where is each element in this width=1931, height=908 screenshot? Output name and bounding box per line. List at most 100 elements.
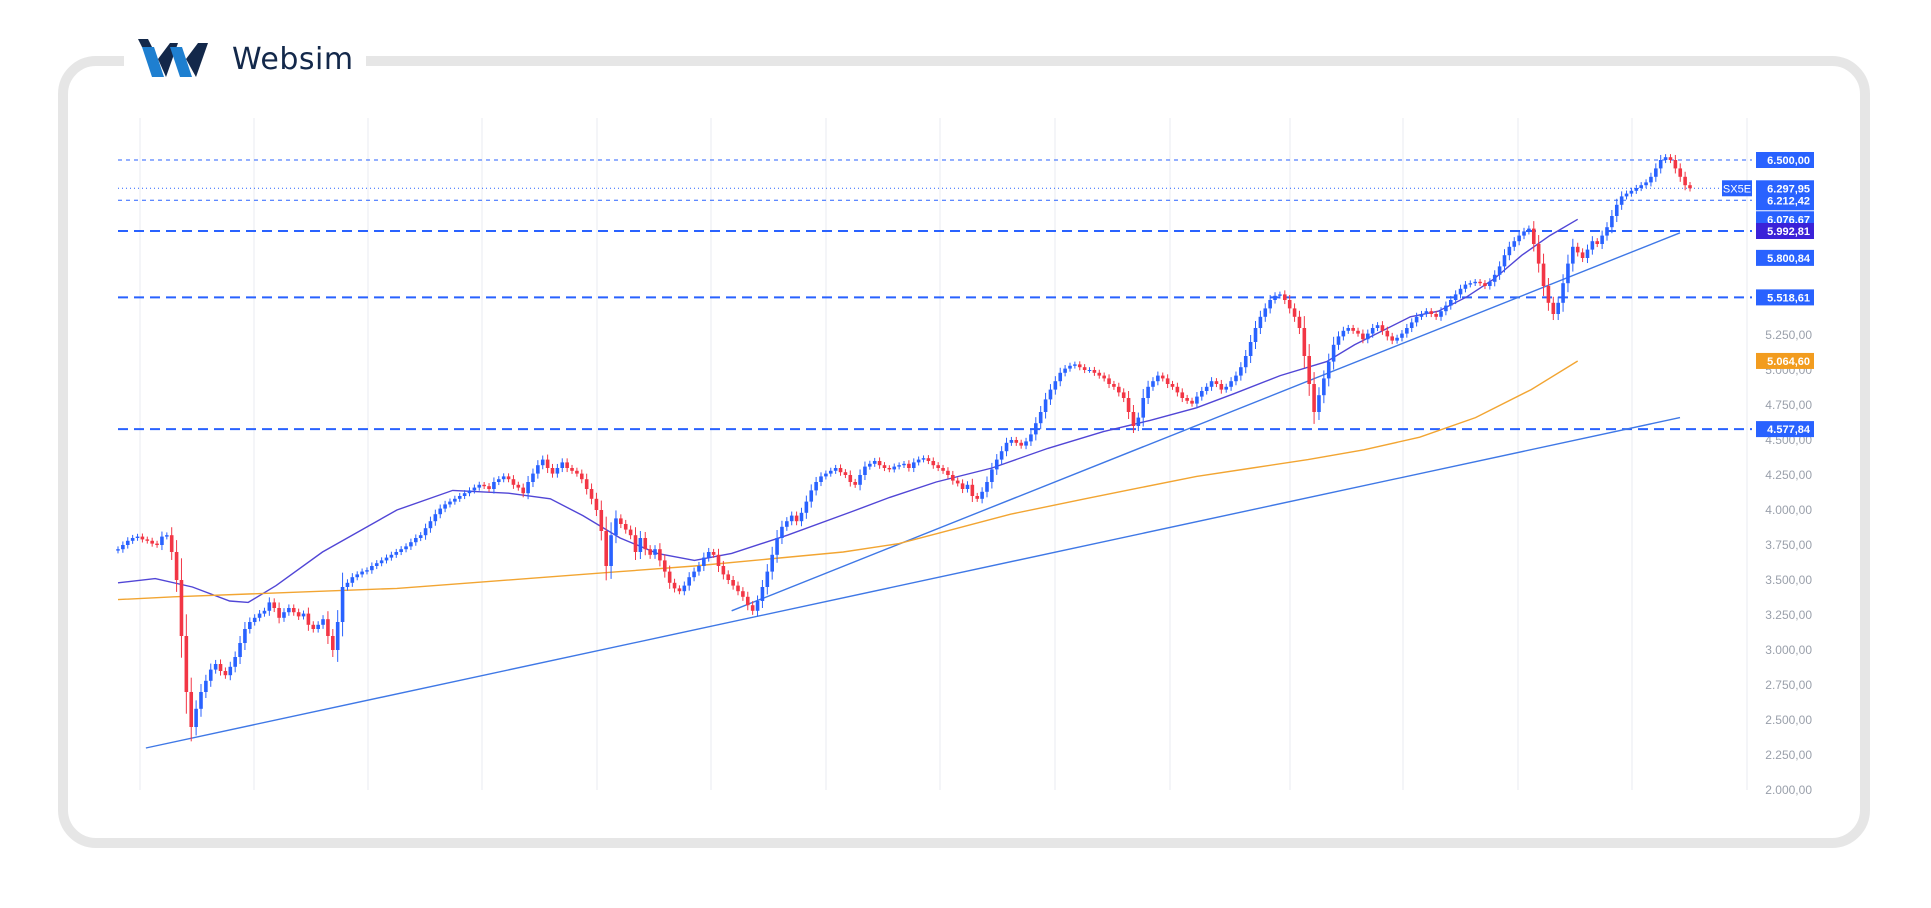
candle-body bbox=[648, 549, 652, 555]
candle-body bbox=[282, 612, 286, 618]
candle-body bbox=[868, 463, 872, 467]
ma-line-ma50 bbox=[117, 218, 1579, 604]
candle-body bbox=[184, 636, 189, 692]
candle-body bbox=[1424, 311, 1429, 314]
candle-body bbox=[360, 571, 364, 575]
candle-body bbox=[418, 535, 423, 538]
candle-body bbox=[1571, 246, 1575, 264]
candle-body bbox=[941, 468, 945, 471]
candle-body bbox=[355, 574, 360, 578]
candle-body bbox=[140, 536, 145, 540]
candle-body bbox=[394, 552, 399, 555]
price-labels: SX5E2d 4h6.500,006.212,426.297,956.076,6… bbox=[1722, 152, 1814, 438]
candle-body bbox=[1097, 372, 1102, 376]
candle-body bbox=[1331, 344, 1336, 362]
candle-body bbox=[1273, 295, 1277, 300]
moving-averages bbox=[117, 218, 1579, 604]
candle-body bbox=[389, 554, 394, 558]
candle-body bbox=[521, 487, 526, 494]
candle-body bbox=[1365, 333, 1370, 340]
y-tick-label: 3.250,00 bbox=[1765, 608, 1812, 622]
candle-body bbox=[960, 483, 965, 489]
candle-body bbox=[1297, 316, 1302, 328]
candle-body bbox=[863, 466, 867, 475]
candle-body bbox=[1405, 328, 1409, 334]
candle-body bbox=[257, 613, 262, 618]
candle-body bbox=[1253, 328, 1258, 342]
candle-body bbox=[819, 476, 823, 482]
candle-body bbox=[658, 549, 662, 561]
candle-body bbox=[174, 552, 179, 580]
candle-body bbox=[199, 692, 203, 709]
candle-body bbox=[1009, 440, 1014, 443]
candle-body bbox=[1370, 328, 1375, 334]
candle-body bbox=[1248, 342, 1253, 356]
candle-body bbox=[716, 554, 721, 566]
candle-body bbox=[643, 538, 648, 550]
candle-body bbox=[1307, 356, 1312, 384]
candle-body bbox=[433, 514, 438, 522]
trendlines bbox=[145, 232, 1681, 749]
candles bbox=[116, 154, 1692, 742]
grid bbox=[139, 118, 1748, 790]
candle-body bbox=[1556, 302, 1560, 314]
trend-line bbox=[145, 416, 1681, 749]
candle-body bbox=[1512, 241, 1517, 247]
candle-body bbox=[653, 549, 657, 555]
candle-body bbox=[1453, 294, 1458, 300]
candle-body bbox=[208, 669, 213, 681]
candle-body bbox=[1678, 168, 1683, 177]
candle-body bbox=[975, 496, 980, 499]
candle-body bbox=[1361, 333, 1365, 340]
candle-body bbox=[706, 552, 711, 558]
candle-body bbox=[936, 465, 940, 468]
candle-body bbox=[296, 612, 301, 617]
candle-body bbox=[1243, 356, 1248, 368]
candle-body bbox=[1551, 302, 1556, 314]
candle-body bbox=[1483, 283, 1487, 286]
candle-body bbox=[1024, 441, 1028, 446]
candle-body bbox=[1473, 281, 1477, 284]
candle-body bbox=[1580, 252, 1585, 258]
candle-body bbox=[1282, 294, 1287, 300]
candle-body bbox=[990, 469, 994, 482]
candle-body bbox=[892, 466, 897, 470]
candle-body bbox=[599, 510, 604, 531]
candle-body bbox=[1527, 228, 1531, 232]
candle-body bbox=[750, 605, 755, 611]
candle-body bbox=[1073, 364, 1077, 366]
candle-body bbox=[921, 458, 926, 460]
candle-body bbox=[1014, 440, 1019, 443]
candle-body bbox=[1063, 368, 1067, 373]
candle-body bbox=[804, 501, 809, 513]
candle-body bbox=[1209, 381, 1214, 387]
y-tick-label: 4.000,00 bbox=[1765, 503, 1812, 517]
candle-body bbox=[248, 622, 252, 629]
candle-body bbox=[765, 571, 770, 587]
candle-body bbox=[1219, 384, 1224, 390]
candle-body bbox=[472, 487, 477, 491]
y-tick-label: 2.000,00 bbox=[1765, 783, 1812, 797]
ma-line-ma200 bbox=[117, 360, 1579, 601]
candle-body bbox=[218, 664, 223, 671]
candle-body bbox=[1107, 378, 1111, 384]
candle-body bbox=[316, 624, 320, 629]
candle-body bbox=[1673, 160, 1678, 169]
candle-body bbox=[1336, 336, 1341, 345]
candle-body bbox=[1136, 417, 1141, 426]
price-tag bbox=[1756, 352, 1814, 369]
y-tick-label: 2.250,00 bbox=[1765, 748, 1812, 762]
candle-body bbox=[1190, 400, 1194, 404]
candle-body bbox=[335, 622, 340, 650]
candle-body bbox=[374, 563, 379, 566]
candle-body bbox=[760, 587, 765, 601]
candle-body bbox=[1126, 398, 1131, 412]
candle-body bbox=[1600, 235, 1604, 244]
y-tick-label: 2.500,00 bbox=[1765, 713, 1812, 727]
candle-body bbox=[1507, 246, 1512, 256]
candle-body bbox=[985, 482, 989, 492]
candle-body bbox=[1634, 188, 1639, 191]
candle-body bbox=[1619, 196, 1624, 205]
candle-body bbox=[467, 490, 472, 494]
